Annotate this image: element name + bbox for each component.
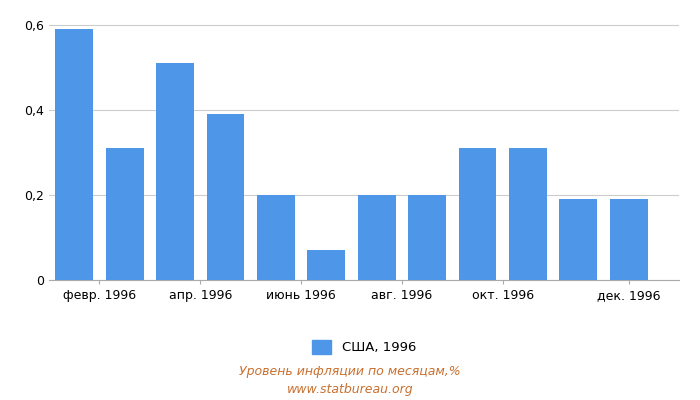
Text: Уровень инфляции по месяцам,%: Уровень инфляции по месяцам,% — [239, 366, 461, 378]
Bar — [509, 148, 547, 280]
Legend: США, 1996: США, 1996 — [307, 335, 421, 360]
Bar — [156, 63, 194, 280]
Bar — [458, 148, 496, 280]
Text: www.statbureau.org: www.statbureau.org — [287, 384, 413, 396]
Bar — [257, 195, 295, 280]
Bar — [55, 29, 93, 280]
Bar — [610, 199, 648, 280]
Bar — [358, 195, 395, 280]
Bar — [106, 148, 144, 280]
Bar — [206, 114, 244, 280]
Bar — [559, 199, 597, 280]
Bar — [307, 250, 345, 280]
Bar — [408, 195, 446, 280]
